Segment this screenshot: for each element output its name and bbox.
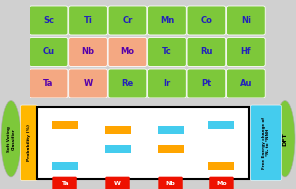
- Ellipse shape: [275, 101, 295, 177]
- FancyBboxPatch shape: [226, 37, 265, 67]
- FancyBboxPatch shape: [187, 37, 226, 67]
- Text: Ni: Ni: [241, 16, 251, 25]
- FancyBboxPatch shape: [37, 107, 249, 179]
- Text: Free Energy change of
*N₂ to *NNH: Free Energy change of *N₂ to *NNH: [262, 117, 271, 169]
- FancyBboxPatch shape: [226, 69, 265, 98]
- Text: Mo: Mo: [120, 47, 134, 57]
- FancyBboxPatch shape: [108, 6, 147, 35]
- Text: Tc: Tc: [162, 47, 172, 57]
- FancyBboxPatch shape: [53, 177, 77, 189]
- Bar: [104, 145, 131, 153]
- FancyBboxPatch shape: [159, 177, 183, 189]
- Bar: [104, 126, 131, 134]
- Text: Co: Co: [200, 16, 212, 25]
- FancyBboxPatch shape: [148, 6, 186, 35]
- Text: Ru: Ru: [200, 47, 213, 57]
- FancyBboxPatch shape: [29, 6, 68, 35]
- Bar: [52, 121, 78, 129]
- FancyBboxPatch shape: [108, 69, 147, 98]
- FancyBboxPatch shape: [20, 105, 38, 180]
- FancyBboxPatch shape: [187, 6, 226, 35]
- FancyBboxPatch shape: [69, 37, 107, 67]
- Text: Mn: Mn: [160, 16, 174, 25]
- FancyBboxPatch shape: [148, 69, 186, 98]
- FancyBboxPatch shape: [108, 37, 147, 67]
- Text: Ta: Ta: [43, 79, 54, 88]
- Bar: [208, 121, 234, 129]
- Bar: [52, 162, 78, 170]
- FancyBboxPatch shape: [250, 105, 281, 180]
- Text: W: W: [83, 79, 93, 88]
- FancyBboxPatch shape: [69, 6, 107, 35]
- Text: Ta: Ta: [61, 181, 68, 186]
- Ellipse shape: [1, 101, 21, 177]
- Text: Pt: Pt: [201, 79, 212, 88]
- FancyBboxPatch shape: [69, 69, 107, 98]
- Text: Mo: Mo: [216, 181, 227, 186]
- Text: Cr: Cr: [122, 16, 133, 25]
- Text: W: W: [114, 181, 121, 186]
- Text: Re: Re: [121, 79, 133, 88]
- Text: Probability (%): Probability (%): [27, 124, 31, 161]
- Bar: [157, 145, 184, 153]
- FancyBboxPatch shape: [29, 37, 68, 67]
- Text: Ti: Ti: [83, 16, 92, 25]
- Text: Ir: Ir: [163, 79, 170, 88]
- FancyBboxPatch shape: [148, 37, 186, 67]
- FancyBboxPatch shape: [226, 6, 265, 35]
- Text: Sc: Sc: [43, 16, 54, 25]
- Text: Hf: Hf: [241, 47, 251, 57]
- Text: Nb: Nb: [166, 181, 176, 186]
- Bar: [157, 126, 184, 134]
- Bar: [208, 162, 234, 170]
- FancyBboxPatch shape: [210, 177, 234, 189]
- FancyBboxPatch shape: [29, 69, 68, 98]
- Text: Nb: Nb: [81, 47, 94, 57]
- Text: DFT: DFT: [282, 132, 287, 146]
- Text: Au: Au: [240, 79, 252, 88]
- FancyBboxPatch shape: [187, 69, 226, 98]
- Text: Cu: Cu: [43, 47, 54, 57]
- FancyBboxPatch shape: [106, 177, 130, 189]
- Text: Soft Voting
Classifier: Soft Voting Classifier: [7, 126, 15, 152]
